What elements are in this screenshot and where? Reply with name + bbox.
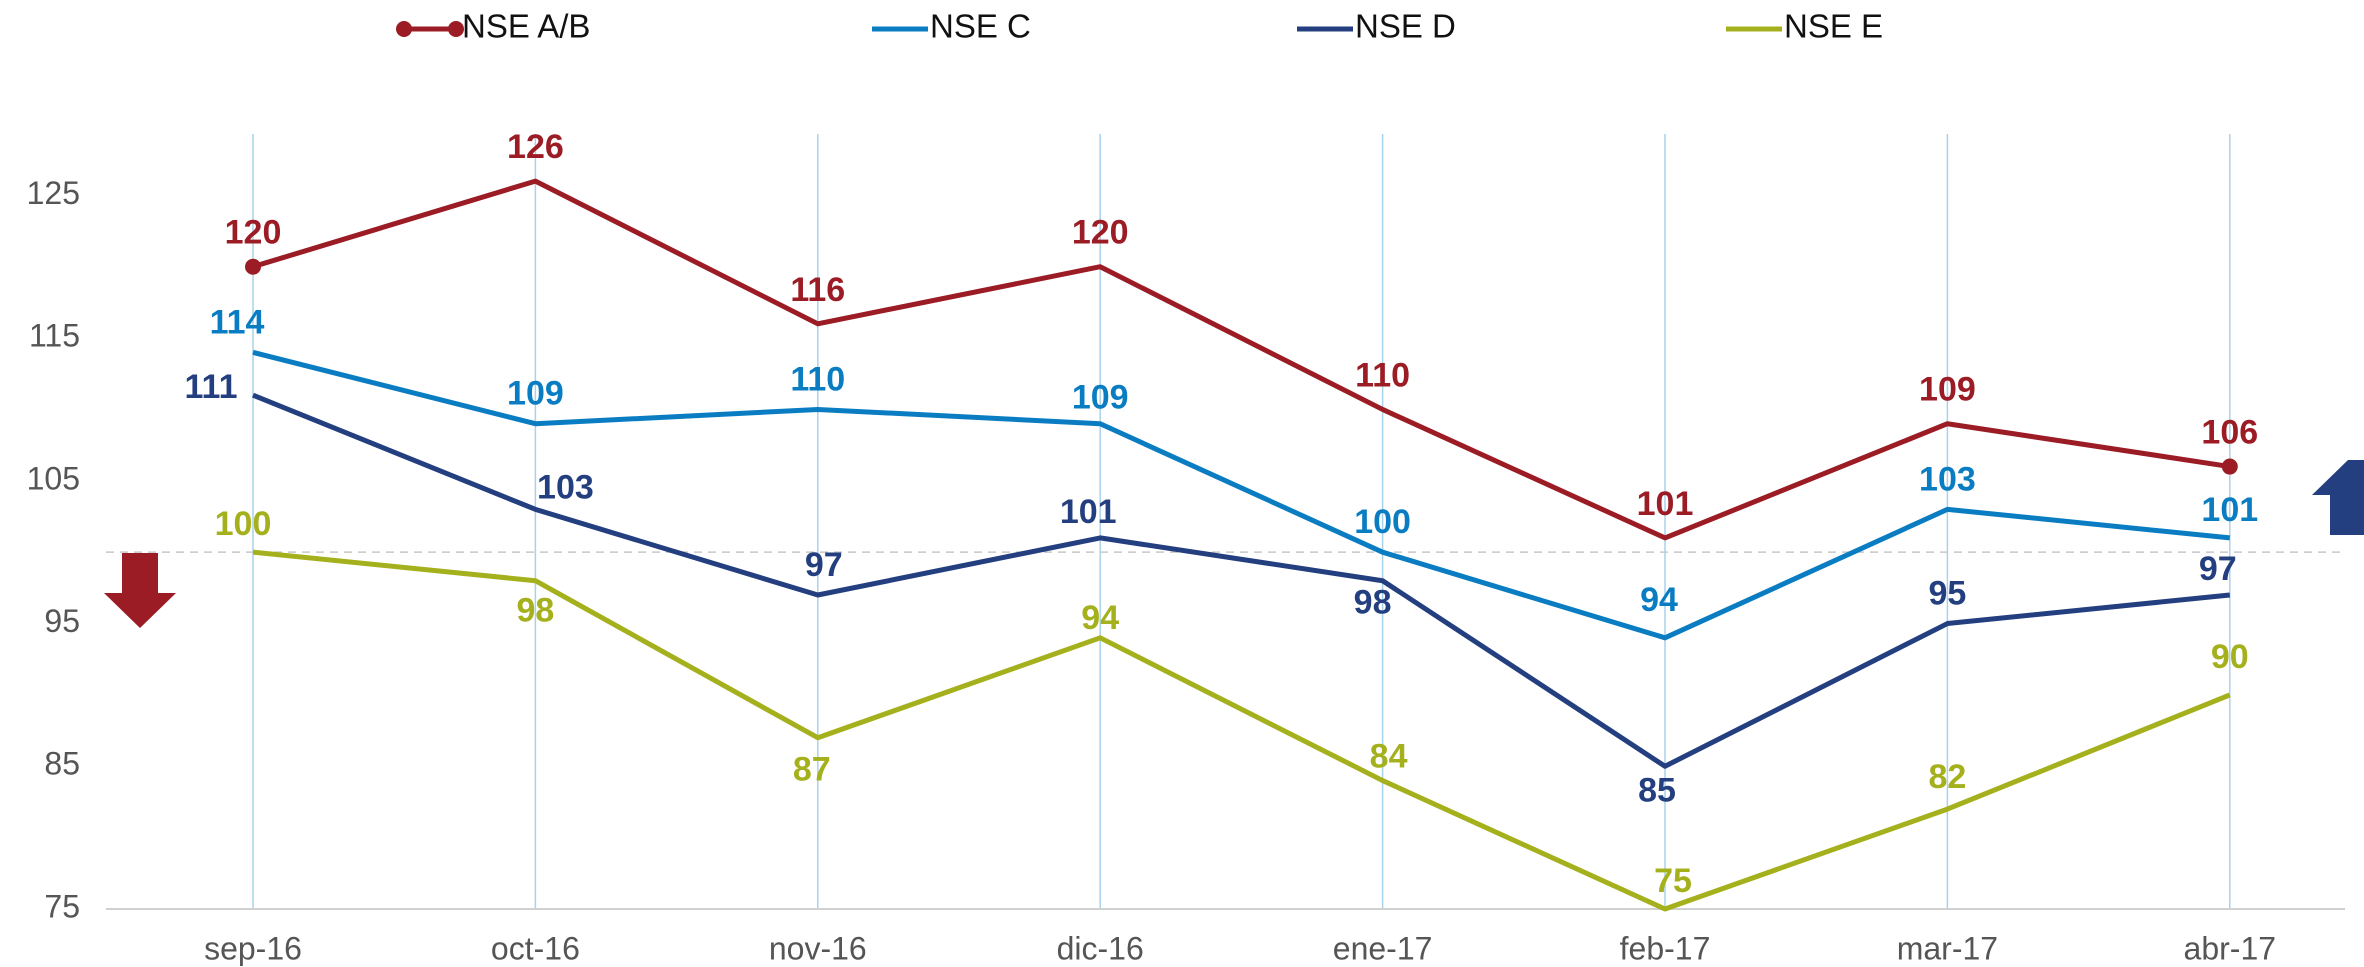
x-tick-label: sep-16 [204, 930, 302, 966]
data-label: 94 [1640, 581, 1678, 619]
y-tick-label: 95 [44, 603, 80, 639]
data-label: 97 [805, 546, 843, 584]
series-line [252, 178, 2231, 541]
legend-label: NSE A/B [462, 8, 590, 45]
data-label: 110 [1355, 356, 1410, 394]
data-label: 126 [507, 128, 564, 166]
x-tick-label: dic-16 [1057, 930, 1144, 966]
x-tick-label: nov-16 [769, 930, 867, 966]
y-tick-label: 105 [27, 460, 80, 496]
data-label: 120 [225, 214, 282, 252]
data-label: 120 [1072, 214, 1129, 252]
data-label: 94 [1081, 599, 1119, 637]
data-label: 109 [507, 375, 564, 413]
series-line [252, 549, 2231, 912]
data-label: 85 [1638, 771, 1676, 809]
legend-marker [396, 21, 412, 37]
y-tick-label: 75 [44, 888, 80, 924]
data-label: 87 [793, 751, 831, 789]
series-line [252, 349, 2231, 641]
data-label: 95 [1928, 575, 1966, 613]
data-label: 100 [215, 505, 272, 543]
data-label: 110 [790, 360, 845, 398]
legend-label: NSE C [930, 8, 1031, 45]
down-arrow [104, 553, 176, 628]
data-label: 97 [2199, 550, 2237, 588]
data-label: 84 [1370, 738, 1408, 776]
data-label: 101 [2201, 491, 2258, 529]
data-label: 98 [1354, 584, 1392, 622]
legend-label: NSE D [1355, 8, 1456, 45]
data-label: 98 [516, 592, 554, 630]
up-arrow [2312, 460, 2364, 535]
x-tick-label: mar-17 [1897, 930, 1998, 966]
data-label: 90 [2211, 638, 2249, 676]
data-label: 103 [537, 468, 594, 506]
data-label: 114 [210, 303, 265, 341]
data-label: 101 [1060, 493, 1117, 531]
legend-marker [448, 21, 464, 37]
x-tick-label: oct-16 [491, 930, 580, 966]
point-marker [245, 258, 261, 275]
data-label: 106 [2201, 414, 2258, 452]
x-tick-label: ene-17 [1333, 930, 1433, 966]
data-label: 109 [1072, 379, 1129, 417]
data-label: 82 [1928, 758, 1966, 796]
data-label: 116 [790, 271, 845, 309]
data-label: 75 [1654, 862, 1692, 900]
data-label: 109 [1919, 371, 1976, 409]
data-label: 103 [1919, 460, 1976, 498]
data-label: 111 [185, 368, 238, 406]
y-tick-label: 85 [44, 746, 80, 782]
data-label: 101 [1637, 485, 1694, 523]
y-tick-label: 125 [27, 175, 80, 211]
y-tick-label: 115 [29, 318, 80, 354]
data-label: 100 [1354, 503, 1411, 541]
x-tick-label: feb-17 [1620, 930, 1711, 966]
x-tick-label: abr-17 [2184, 930, 2277, 966]
legend-label: NSE E [1784, 8, 1883, 45]
point-marker [2221, 458, 2238, 475]
series-line [252, 392, 2231, 769]
